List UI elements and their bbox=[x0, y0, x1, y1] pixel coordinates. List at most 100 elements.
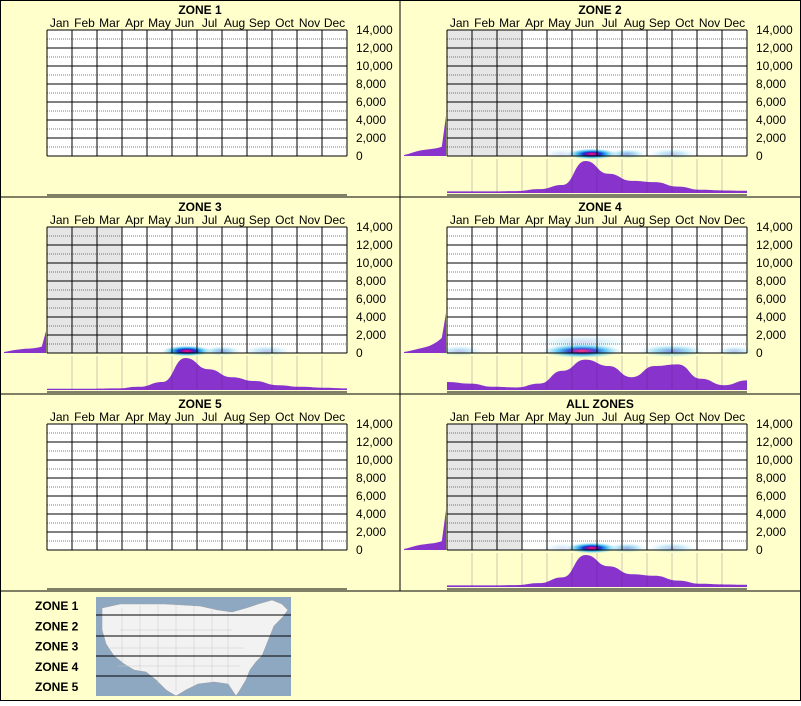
y-tick-label: 10,000 bbox=[356, 453, 393, 467]
month-label: Feb bbox=[74, 213, 95, 227]
heat-spot bbox=[567, 148, 617, 160]
zone-legend-label: ZONE 3 bbox=[35, 640, 79, 654]
y-tick-label: 8,000 bbox=[356, 77, 386, 91]
y-tick-label: 2,000 bbox=[356, 328, 386, 342]
panel-title: ZONE 2 bbox=[578, 3, 622, 17]
month-label: Jan bbox=[450, 410, 469, 424]
month-label: Dec bbox=[324, 213, 345, 227]
y-tick-label: 14,000 bbox=[356, 220, 393, 234]
y-tick-label: 2,000 bbox=[356, 131, 386, 145]
month-label: May bbox=[148, 213, 171, 227]
month-label: Nov bbox=[699, 410, 720, 424]
y-tick-label: 12,000 bbox=[356, 41, 393, 55]
month-label: Jan bbox=[50, 213, 69, 227]
month-label: Feb bbox=[74, 16, 95, 30]
elevation-profile bbox=[4, 331, 46, 353]
y-tick-label: 14,000 bbox=[756, 220, 793, 234]
month-label: Mar bbox=[499, 410, 520, 424]
y-tick-label: 12,000 bbox=[356, 238, 393, 252]
y-tick-label: 6,000 bbox=[756, 292, 786, 306]
y-tick-label: 10,000 bbox=[756, 453, 793, 467]
month-label: Jun bbox=[175, 213, 194, 227]
month-label: May bbox=[548, 16, 571, 30]
y-tick-label: 14,000 bbox=[756, 417, 793, 431]
month-label: Jul bbox=[202, 410, 217, 424]
month-label: Nov bbox=[299, 16, 320, 30]
y-tick-label: 8,000 bbox=[756, 471, 786, 485]
month-label: Mar bbox=[99, 410, 120, 424]
zone-map bbox=[96, 597, 291, 697]
month-label: Oct bbox=[275, 16, 294, 30]
y-tick-label: 4,000 bbox=[756, 310, 786, 324]
month-label: Feb bbox=[474, 213, 495, 227]
panel-zone-1: ZONE 1 Jan Feb Mar Apr May Jun Jul Aug Sep Oct Nov D… bbox=[46, 3, 393, 196]
month-label: Jun bbox=[175, 410, 194, 424]
month-label: May bbox=[148, 410, 171, 424]
panel-title: ZONE 5 bbox=[178, 397, 222, 411]
month-label: Jul bbox=[602, 16, 617, 30]
zone-legend-label: ZONE 1 bbox=[35, 599, 79, 613]
heat-spot bbox=[542, 149, 582, 159]
y-tick-label: 12,000 bbox=[756, 238, 793, 252]
heat-spot bbox=[162, 345, 212, 357]
month-label: Feb bbox=[74, 410, 95, 424]
month-label: Jan bbox=[450, 213, 469, 227]
month-label: Sep bbox=[649, 16, 671, 30]
month-label: Apr bbox=[525, 410, 544, 424]
y-tick-label: 8,000 bbox=[356, 274, 386, 288]
panel-zone-4: ZONE 4 Jan Feb Mar Apr May Jun Jul Aug Sep Oct Nov D… bbox=[404, 200, 793, 393]
panel-zone-5: ZONE 5 Jan Feb Mar Apr May Jun Jul Aug Sep Oct Nov D… bbox=[46, 397, 393, 590]
month-label: Apr bbox=[125, 410, 144, 424]
month-label: Mar bbox=[99, 16, 120, 30]
shaded-month bbox=[72, 227, 97, 353]
panel-title: ZONE 4 bbox=[578, 200, 622, 214]
y-tick-label: 10,000 bbox=[756, 256, 793, 270]
y-tick-label: 4,000 bbox=[356, 310, 386, 324]
month-label: Aug bbox=[224, 16, 245, 30]
month-label: Feb bbox=[474, 410, 495, 424]
month-label: Nov bbox=[299, 213, 320, 227]
y-tick-label: 0 bbox=[356, 346, 363, 360]
y-tick-label: 4,000 bbox=[756, 507, 786, 521]
zone-legend-label: ZONE 2 bbox=[35, 619, 79, 633]
month-label: Jun bbox=[575, 213, 594, 227]
month-label: Apr bbox=[525, 16, 544, 30]
y-tick-label: 0 bbox=[756, 149, 763, 163]
panel-title: ALL ZONES bbox=[566, 397, 634, 411]
month-label: Nov bbox=[699, 213, 720, 227]
y-tick-label: 8,000 bbox=[756, 274, 786, 288]
month-label: Jul bbox=[202, 213, 217, 227]
month-label: Jan bbox=[450, 16, 469, 30]
month-label: Sep bbox=[649, 410, 671, 424]
heat-spot bbox=[607, 543, 647, 553]
y-tick-label: 0 bbox=[756, 346, 763, 360]
month-label: Sep bbox=[649, 213, 671, 227]
y-tick-label: 10,000 bbox=[356, 256, 393, 270]
y-tick-label: 14,000 bbox=[356, 417, 393, 431]
y-tick-label: 12,000 bbox=[356, 435, 393, 449]
month-label: Mar bbox=[99, 213, 120, 227]
heat-spot bbox=[714, 346, 755, 356]
month-label: Aug bbox=[224, 213, 245, 227]
month-label: Aug bbox=[624, 16, 645, 30]
y-tick-label: 4,000 bbox=[356, 507, 386, 521]
y-tick-label: 12,000 bbox=[756, 435, 793, 449]
month-label: Apr bbox=[125, 16, 144, 30]
y-tick-label: 6,000 bbox=[756, 489, 786, 503]
panel-title: ZONE 1 bbox=[178, 3, 222, 17]
month-label: Dec bbox=[324, 410, 345, 424]
month-label: Nov bbox=[299, 410, 320, 424]
elevation-profile bbox=[404, 313, 446, 353]
month-label: Oct bbox=[675, 213, 694, 227]
y-tick-label: 10,000 bbox=[756, 59, 793, 73]
month-label: Aug bbox=[624, 213, 645, 227]
shaded-month bbox=[472, 30, 497, 156]
y-tick-label: 4,000 bbox=[756, 113, 786, 127]
month-label: Dec bbox=[724, 410, 745, 424]
month-label: Oct bbox=[275, 213, 294, 227]
y-tick-label: 2,000 bbox=[756, 131, 786, 145]
panel-zone-3: ZONE 3 Jan Feb Mar Apr May Jun Jul Aug Sep Oct Nov D… bbox=[4, 200, 393, 393]
heat-spot bbox=[242, 345, 292, 357]
